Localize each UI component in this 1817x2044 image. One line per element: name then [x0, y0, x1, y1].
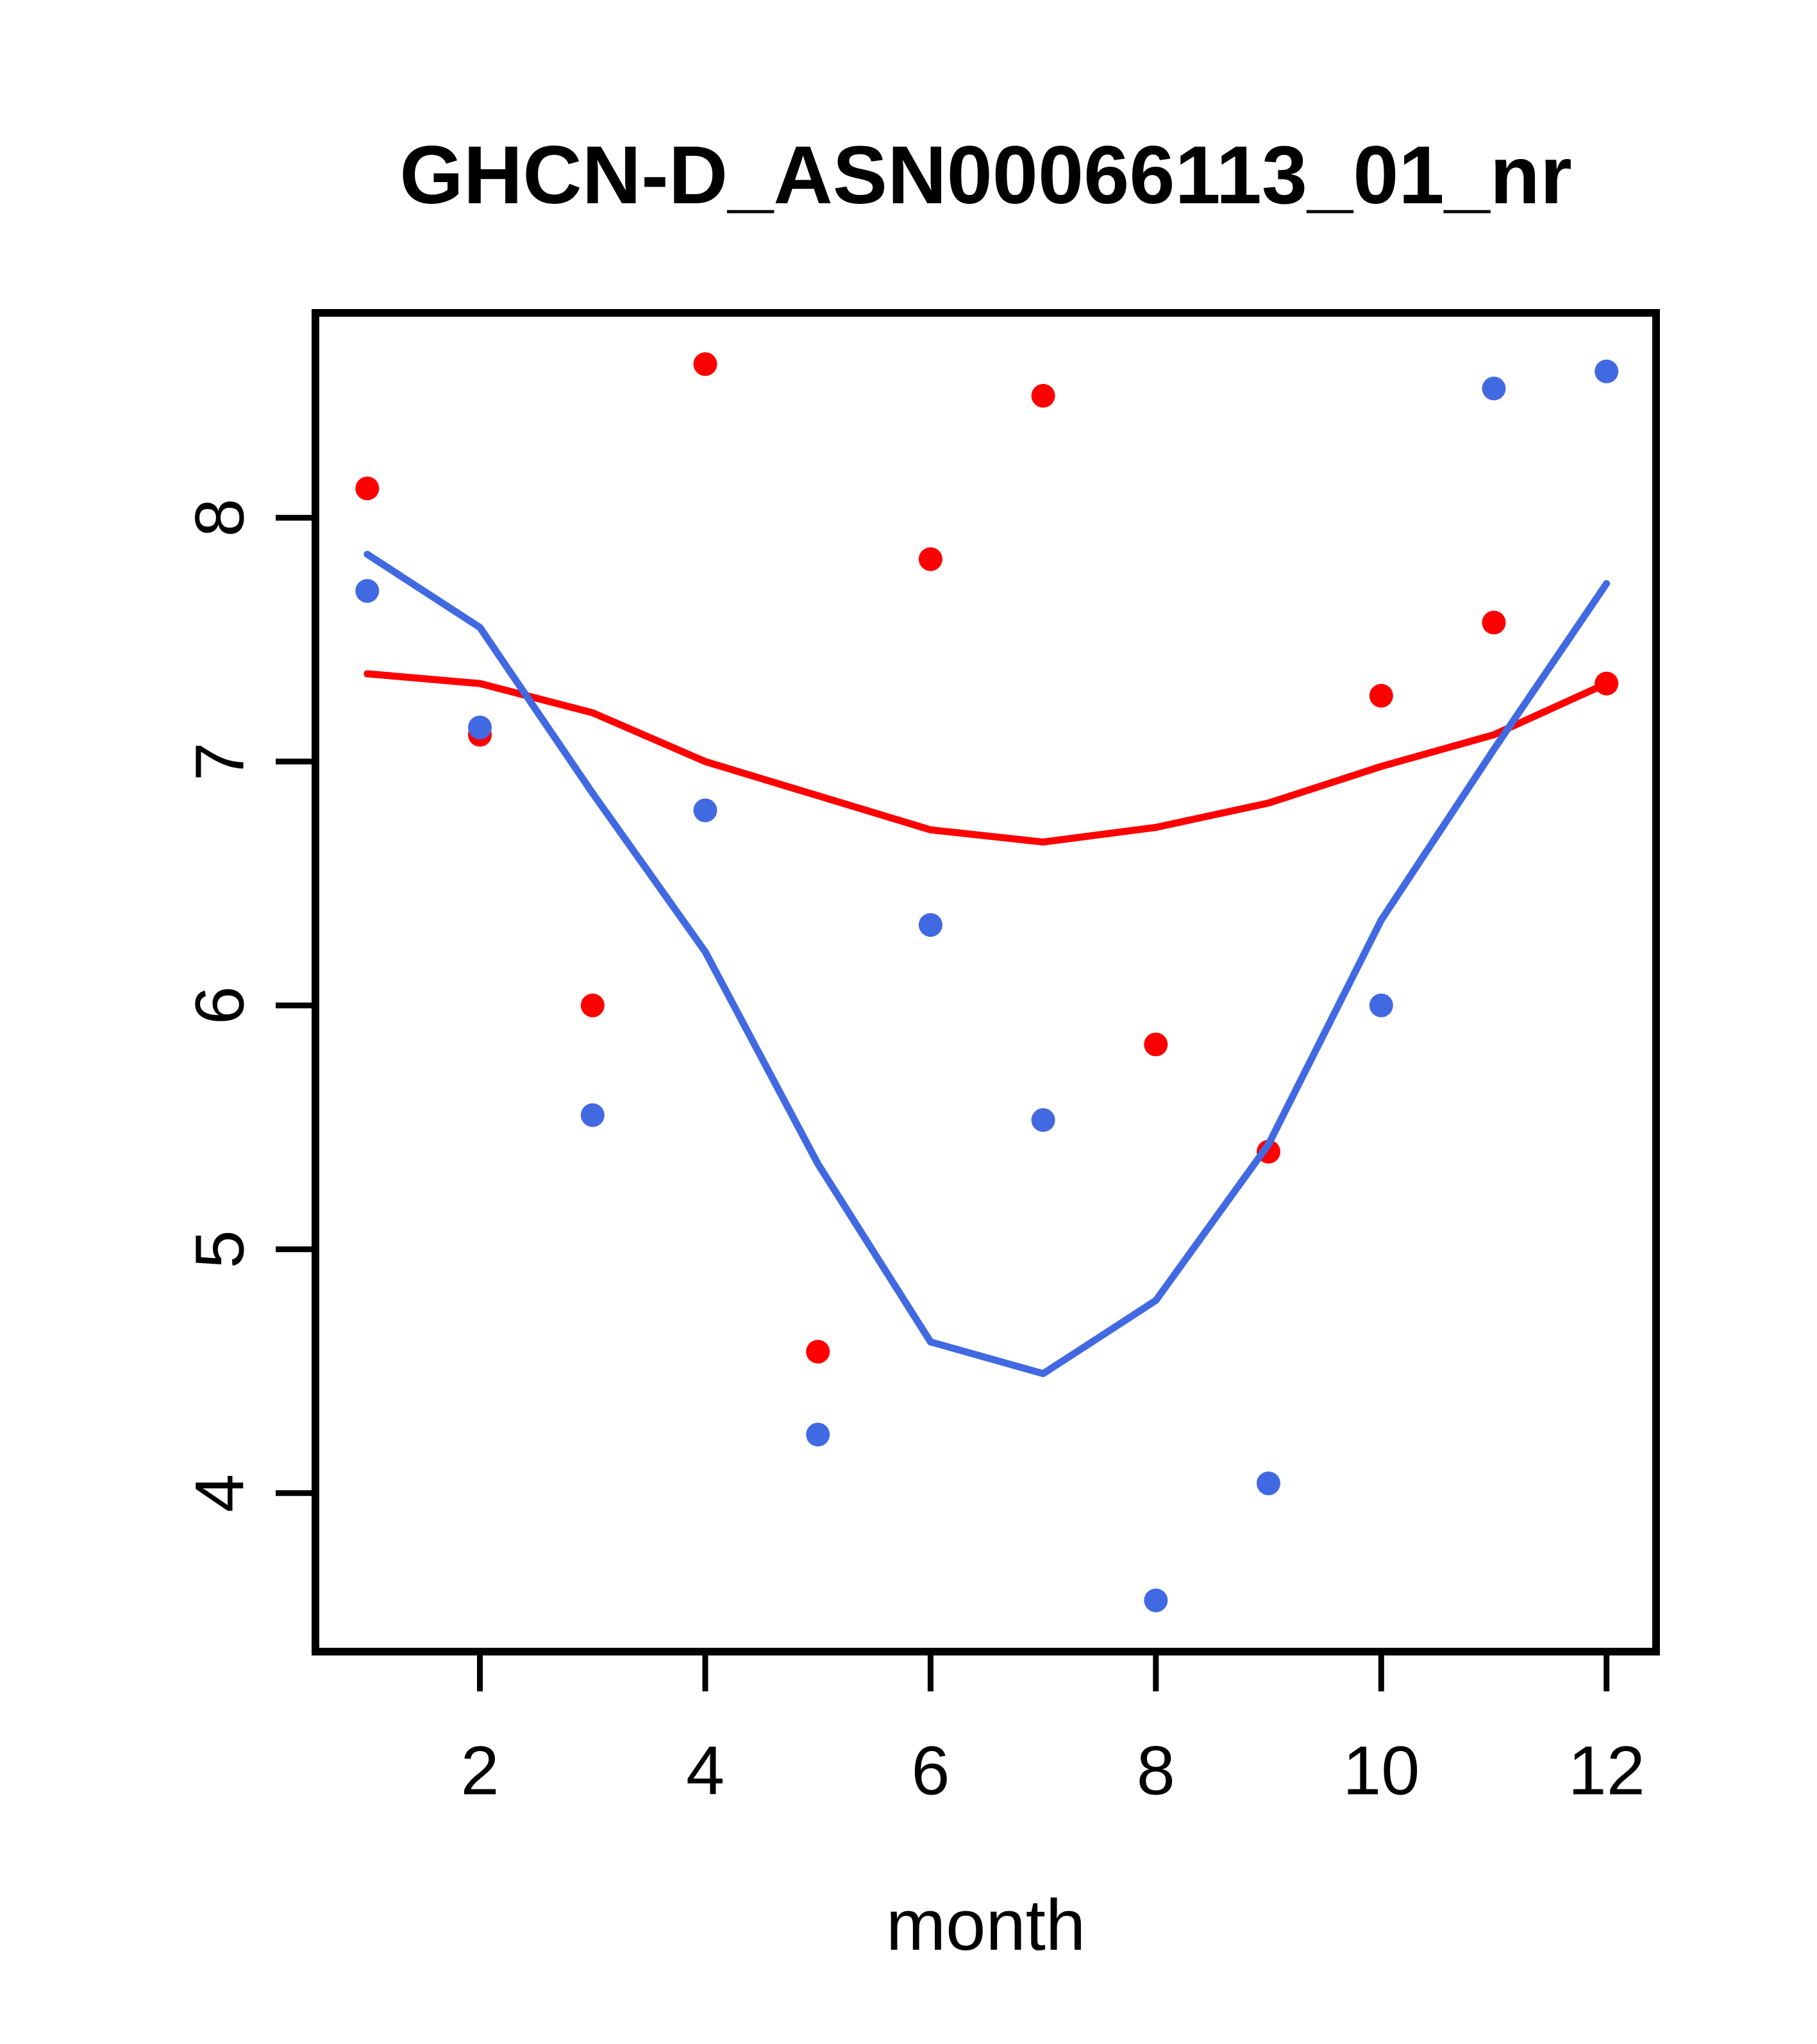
x-axis-label: month [885, 1885, 1086, 1965]
x-tick-label: 8 [1137, 1732, 1175, 1809]
blue-point [580, 1103, 605, 1127]
blue-point [1595, 359, 1619, 383]
blue-point [1144, 1588, 1168, 1613]
blue-point [693, 798, 717, 823]
blue-point [468, 716, 492, 740]
blue-point [1031, 1108, 1055, 1132]
plot-border [312, 309, 1660, 1655]
blue-point [1257, 1471, 1280, 1496]
blue-point [355, 579, 380, 603]
x-tick-label: 2 [460, 1732, 499, 1809]
red-point [580, 993, 605, 1018]
y-tick-label: 8 [181, 498, 258, 537]
x-tick-label: 6 [911, 1732, 950, 1809]
y-tick-label: 5 [181, 1230, 258, 1268]
blue-smooth-line [364, 551, 1611, 1377]
plot-area: 2 4 6 8 10 12 4 5 6 7 8 [181, 309, 1660, 1809]
blue-point [806, 1423, 830, 1446]
blue-point [1482, 376, 1506, 401]
x-tick-label: 10 [1343, 1732, 1419, 1809]
red-point [806, 1339, 830, 1364]
red-point [693, 352, 717, 376]
y-tick-label: 6 [181, 986, 258, 1025]
red-point [1031, 383, 1055, 408]
y-tick-label: 4 [181, 1474, 258, 1512]
red-point [1144, 1032, 1168, 1057]
red-point [918, 547, 942, 571]
red-point [1369, 683, 1393, 708]
x-tick-label: 12 [1568, 1732, 1645, 1809]
chart-title: GHCN-D_ASN00066113_01_nr [399, 130, 1572, 221]
blue-point [918, 913, 942, 937]
red-smooth-line [364, 670, 1611, 846]
red-point [1482, 610, 1506, 635]
blue-point [1369, 993, 1393, 1018]
red-point [355, 476, 380, 501]
y-tick-label: 7 [181, 742, 258, 781]
x-tick-label: 4 [686, 1732, 724, 1809]
